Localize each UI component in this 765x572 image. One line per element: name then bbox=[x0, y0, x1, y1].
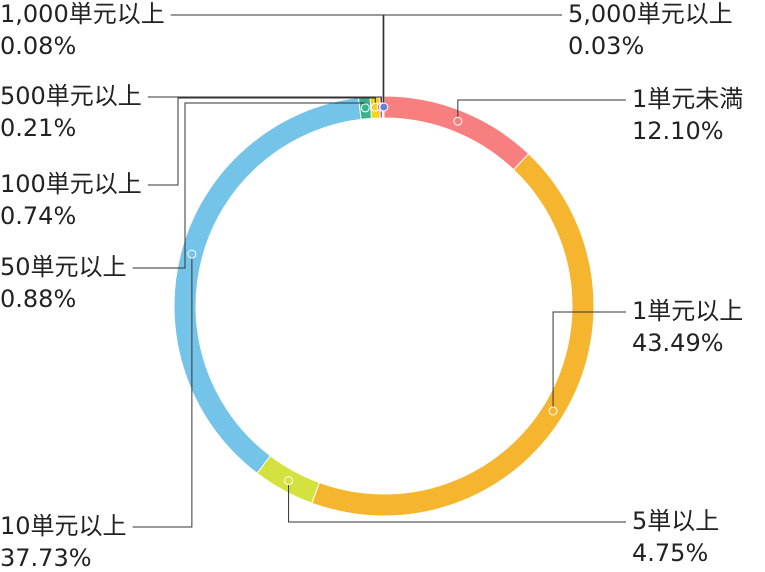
leader-dot bbox=[187, 249, 197, 259]
label-value: 4.75% bbox=[632, 539, 708, 567]
label-name: 500単元以上 bbox=[0, 82, 142, 110]
leader-line bbox=[457, 99, 626, 122]
label-value: 0.03% bbox=[568, 32, 644, 60]
label-value: 0.08% bbox=[0, 32, 76, 60]
leader-line bbox=[170, 14, 384, 108]
label-name: 1,000単元以上 bbox=[0, 0, 165, 28]
ring-segment bbox=[311, 153, 595, 517]
label-value: 0.88% bbox=[0, 285, 76, 313]
leader-line bbox=[288, 480, 626, 523]
leader-line bbox=[552, 311, 626, 411]
leader-dot bbox=[453, 116, 463, 126]
ring-segment bbox=[173, 97, 362, 474]
label-name: 1単元未満 bbox=[632, 85, 743, 113]
leader-dot bbox=[284, 476, 294, 486]
leader-line bbox=[132, 254, 193, 528]
label-name: 50単元以上 bbox=[0, 253, 127, 281]
label-value: 0.21% bbox=[0, 114, 76, 142]
label-name: 10単元以上 bbox=[0, 512, 127, 540]
label-value: 37.73% bbox=[0, 544, 92, 572]
label-name: 100単元以上 bbox=[0, 170, 142, 198]
leader-line bbox=[147, 97, 376, 186]
label-name: 5単以上 bbox=[632, 507, 719, 535]
leader-dot bbox=[379, 102, 389, 112]
label-value: 0.74% bbox=[0, 202, 76, 230]
label-value: 43.49% bbox=[632, 329, 724, 357]
label-value: 12.10% bbox=[632, 117, 724, 145]
leader-line bbox=[383, 14, 562, 108]
leader-dot bbox=[360, 103, 370, 113]
leader-dot bbox=[548, 406, 558, 416]
label-name: 1単元以上 bbox=[632, 297, 743, 325]
ring-segment bbox=[383, 95, 530, 171]
ring bbox=[173, 95, 595, 517]
label-name: 5,000単元以上 bbox=[568, 0, 733, 28]
